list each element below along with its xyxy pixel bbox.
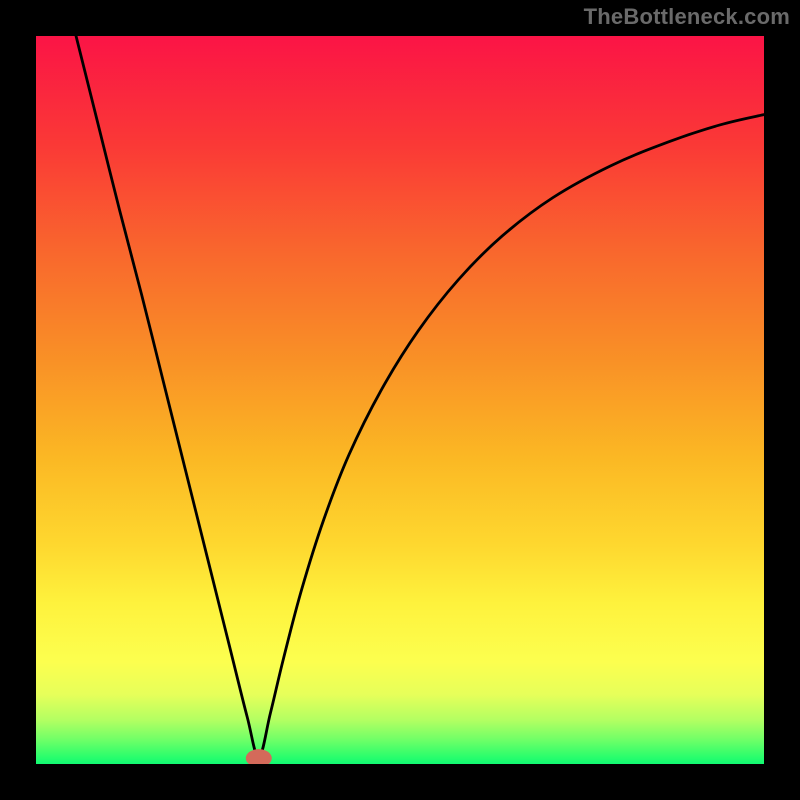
watermark-text: TheBottleneck.com (584, 4, 790, 30)
chart-container: { "meta": { "watermark": "TheBottleneck.… (0, 0, 800, 800)
bottleneck-chart (0, 0, 800, 800)
plot-background (36, 36, 764, 764)
